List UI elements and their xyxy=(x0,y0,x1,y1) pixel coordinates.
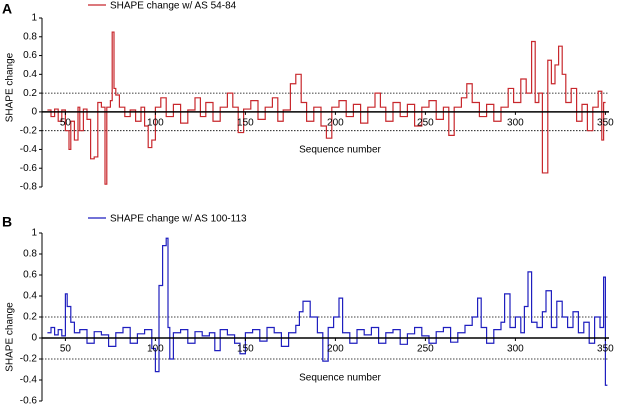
y-tick-label: 1 xyxy=(31,13,37,24)
x-tick-label: 250 xyxy=(417,118,434,129)
x-tick-label: 150 xyxy=(237,344,254,355)
y-tick-label: 0.6 xyxy=(23,270,37,281)
y-tick-label: -0.8 xyxy=(20,182,38,193)
x-tick-label: 200 xyxy=(327,344,344,355)
y-axis-label: SHAPE change xyxy=(5,302,16,372)
x-tick-label: 300 xyxy=(507,344,524,355)
data-line xyxy=(47,31,606,185)
y-tick-label: -0.2 xyxy=(20,125,38,136)
y-tick-label: 0.4 xyxy=(23,291,37,302)
y-tick-label: 0.2 xyxy=(23,312,37,323)
y-tick-label: 1 xyxy=(31,228,37,239)
y-tick-label: 0.8 xyxy=(23,249,37,260)
y-tick-label: -0.6 xyxy=(20,163,38,174)
data-line xyxy=(47,237,608,386)
x-tick-label: 50 xyxy=(60,118,72,129)
x-tick-label: 50 xyxy=(60,344,72,355)
y-tick-label: -0.4 xyxy=(20,144,38,155)
x-axis-label: Sequence number xyxy=(299,373,381,384)
y-tick-label: -0.6 xyxy=(20,396,38,405)
panel-label: A xyxy=(2,1,12,17)
x-tick-label: 100 xyxy=(147,118,164,129)
y-tick-label: 0 xyxy=(31,107,37,118)
y-axis-label: SHAPE change xyxy=(5,52,16,122)
x-tick-label: 250 xyxy=(417,344,434,355)
legend-label: SHAPE change w/ AS 100-113 xyxy=(110,214,247,225)
y-tick-label: -0.4 xyxy=(20,375,38,386)
x-tick-label: 300 xyxy=(507,118,524,129)
panel-label: B xyxy=(2,214,12,230)
x-tick-label: 350 xyxy=(597,118,614,129)
y-tick-label: 0.2 xyxy=(23,88,37,99)
y-tick-label: 0.4 xyxy=(23,69,37,80)
x-tick-label: 200 xyxy=(327,118,344,129)
x-tick-label: 350 xyxy=(597,344,614,355)
y-tick-label: 0 xyxy=(31,333,37,344)
legend-label: SHAPE change w/ AS 54-84 xyxy=(110,1,237,12)
x-axis-label: Sequence number xyxy=(299,145,381,156)
y-tick-label: 0.8 xyxy=(23,31,37,42)
x-tick-label: 100 xyxy=(147,344,164,355)
y-tick-label: 0.6 xyxy=(23,50,37,61)
x-tick-label: 150 xyxy=(237,118,254,129)
y-tick-label: -0.2 xyxy=(20,354,38,365)
